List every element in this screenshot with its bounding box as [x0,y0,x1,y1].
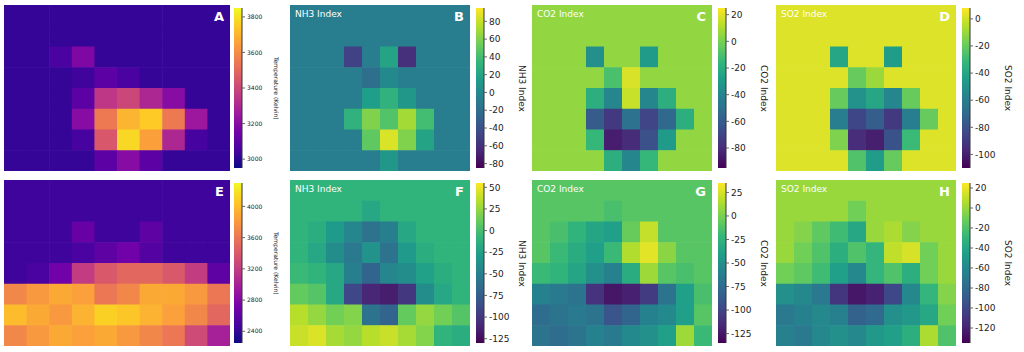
svg-text:20: 20 [489,70,501,80]
html-text:B: B [454,9,464,24]
html-text:E: E [215,184,224,199]
svg-text:-40: -40 [975,68,990,78]
svg-text:-20: -20 [731,63,746,73]
svg-text:80: 80 [489,17,501,27]
html-text:CO2 Index: CO2 Index [759,64,769,112]
svg-text:4000: 4000 [247,203,262,210]
svg-text:3600: 3600 [247,49,262,56]
html-text:SO2 Index: SO2 Index [1003,239,1013,287]
svg-text:-25: -25 [489,247,504,257]
html-text:SO2 Index: SO2 Index [781,9,828,19]
svg-text:-80: -80 [489,159,504,169]
svg-text:-25: -25 [731,235,746,245]
svg-text:40: 40 [489,52,501,62]
svg-text:0: 0 [731,37,737,47]
svg-text:-20: -20 [975,41,990,51]
html-text:Temperature (Kelvin): Temperature (Kelvin) [272,231,280,295]
svg-text:0: 0 [975,14,981,24]
svg-text:-80: -80 [731,143,746,153]
svg-text:-50: -50 [489,269,504,279]
svg-text:0: 0 [975,203,981,213]
svg-text:3600: 3600 [247,234,262,241]
html-text:CO2 Index: CO2 Index [537,184,584,194]
svg-text:2400: 2400 [247,327,262,334]
html-text:CO2 Index: CO2 Index [759,239,769,287]
svg-text:-40: -40 [489,123,504,133]
html-text:NH3 Index: NH3 Index [295,184,342,194]
svg-text:-20: -20 [975,223,990,233]
svg-text:-40: -40 [731,90,746,100]
html-text:NH3 Index: NH3 Index [295,9,342,19]
svg-text:3800: 3800 [247,13,262,20]
svg-text:-75: -75 [731,282,746,292]
svg-text:-100: -100 [975,303,996,313]
svg-text:-100: -100 [975,150,996,160]
svg-text:-80: -80 [975,123,990,133]
html-text:H: H [939,184,950,199]
svg-text:-60: -60 [489,141,504,151]
svg-text:25: 25 [731,188,742,198]
svg-text:-60: -60 [731,117,746,127]
svg-text:50: 50 [489,183,501,193]
svg-text:60: 60 [489,34,501,44]
svg-text:-75: -75 [489,291,504,301]
svg-text:3200: 3200 [247,265,262,272]
svg-text:25: 25 [489,204,500,214]
svg-text:-80: -80 [975,283,990,293]
svg-text:20: 20 [731,10,743,20]
svg-text:-60: -60 [975,263,990,273]
svg-text:-40: -40 [975,243,990,253]
svg-text:-125: -125 [731,329,751,339]
svg-text:2800: 2800 [247,296,262,303]
html-text:G: G [695,184,706,199]
svg-text:0: 0 [489,88,495,98]
svg-text:-20: -20 [489,105,504,115]
html-text:CO2 Index: CO2 Index [537,9,584,19]
html-text:SO2 Index: SO2 Index [781,184,828,194]
svg-text:-100: -100 [731,305,752,315]
html-text:F: F [455,184,464,199]
svg-text:0: 0 [731,211,737,221]
svg-text:3000: 3000 [247,155,262,162]
svg-text:-60: -60 [975,95,990,105]
html-text:C: C [696,9,706,24]
html-text:SO2 Index: SO2 Index [1003,64,1013,112]
svg-text:-50: -50 [731,258,746,268]
svg-text:3400: 3400 [247,84,262,91]
svg-text:20: 20 [975,183,987,193]
svg-text:3200: 3200 [247,120,262,127]
html-text:D: D [939,9,950,24]
svg-text:-100: -100 [489,312,510,322]
svg-text:0: 0 [489,226,495,236]
svg-text:-125: -125 [489,334,509,344]
svg-text:-120: -120 [975,323,996,333]
html-text:NH3 Index: NH3 Index [517,239,527,287]
html-text:A: A [213,9,224,24]
html-text:Temperature (Kelvin): Temperature (Kelvin) [272,56,280,120]
html-text:NH3 Index: NH3 Index [517,64,527,112]
